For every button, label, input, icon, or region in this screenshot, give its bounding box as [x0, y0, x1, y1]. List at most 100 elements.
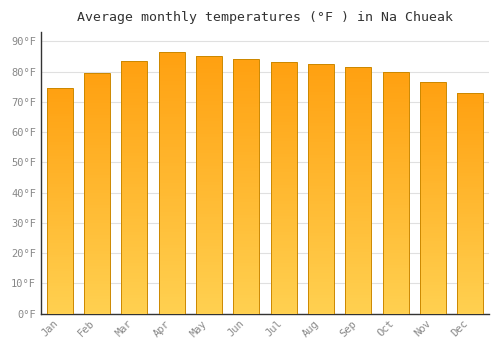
Bar [420, 218, 446, 221]
Bar [420, 227, 446, 230]
Bar [196, 118, 222, 121]
Bar [196, 227, 222, 230]
Bar [158, 222, 184, 225]
Bar [345, 160, 372, 163]
Bar [382, 183, 408, 187]
Bar [121, 241, 148, 244]
Bar [345, 156, 372, 160]
Bar [233, 110, 260, 113]
Bar [158, 278, 184, 281]
Bar [196, 310, 222, 314]
Bar [308, 158, 334, 161]
Bar [158, 301, 184, 304]
Bar [158, 166, 184, 170]
Bar [196, 253, 222, 256]
Bar [420, 204, 446, 206]
Bar [457, 118, 483, 120]
Bar [233, 310, 260, 314]
Bar [345, 67, 372, 314]
Bar [345, 286, 372, 289]
Bar [270, 91, 296, 94]
Bar [121, 254, 148, 257]
Bar [158, 297, 184, 301]
Bar [308, 183, 334, 186]
Bar [382, 295, 408, 299]
Bar [457, 106, 483, 109]
Bar [196, 269, 222, 272]
Bar [196, 56, 222, 60]
Bar [233, 117, 260, 120]
Bar [121, 89, 148, 92]
Bar [84, 94, 110, 97]
Bar [121, 282, 148, 285]
Bar [420, 241, 446, 244]
Bar [308, 201, 334, 204]
Bar [382, 202, 408, 205]
Bar [46, 271, 72, 274]
Bar [420, 276, 446, 279]
Bar [84, 181, 110, 184]
Bar [233, 168, 260, 171]
Bar [457, 145, 483, 148]
Bar [270, 122, 296, 125]
Bar [420, 126, 446, 128]
Bar [308, 208, 334, 211]
Bar [457, 203, 483, 206]
Bar [158, 94, 184, 98]
Bar [196, 137, 222, 140]
Bar [308, 192, 334, 195]
Bar [420, 166, 446, 169]
Bar [233, 260, 260, 263]
Bar [270, 304, 296, 307]
Bar [233, 301, 260, 304]
Bar [46, 235, 72, 238]
Bar [382, 265, 408, 268]
Bar [84, 157, 110, 160]
Bar [46, 128, 72, 131]
Bar [382, 162, 408, 166]
Bar [158, 107, 184, 111]
Bar [345, 295, 372, 298]
Bar [270, 207, 296, 210]
Bar [158, 252, 184, 255]
Bar [420, 267, 446, 270]
Bar [84, 226, 110, 230]
Bar [270, 138, 296, 141]
Bar [158, 114, 184, 117]
Bar [457, 294, 483, 297]
Bar [270, 94, 296, 97]
Bar [308, 258, 334, 261]
Bar [121, 219, 148, 222]
Bar [46, 283, 72, 286]
Bar [84, 262, 110, 266]
Bar [46, 156, 72, 159]
Bar [457, 129, 483, 131]
Bar [420, 311, 446, 314]
Bar [121, 216, 148, 219]
Bar [46, 164, 72, 167]
Bar [420, 91, 446, 94]
Bar [382, 80, 408, 84]
Bar [84, 304, 110, 308]
Bar [196, 301, 222, 304]
Bar [84, 79, 110, 82]
Bar [196, 233, 222, 237]
Bar [196, 294, 222, 297]
Bar [121, 304, 148, 307]
Bar [420, 140, 446, 143]
Bar [308, 267, 334, 270]
Bar [457, 151, 483, 154]
Bar [308, 79, 334, 83]
Bar [46, 99, 72, 102]
Bar [233, 247, 260, 250]
Bar [420, 233, 446, 236]
Bar [308, 151, 334, 154]
Bar [158, 153, 184, 156]
Bar [121, 134, 148, 137]
Bar [158, 189, 184, 193]
Bar [121, 140, 148, 143]
Bar [158, 127, 184, 131]
Bar [84, 142, 110, 145]
Bar [158, 274, 184, 278]
Bar [382, 108, 408, 111]
